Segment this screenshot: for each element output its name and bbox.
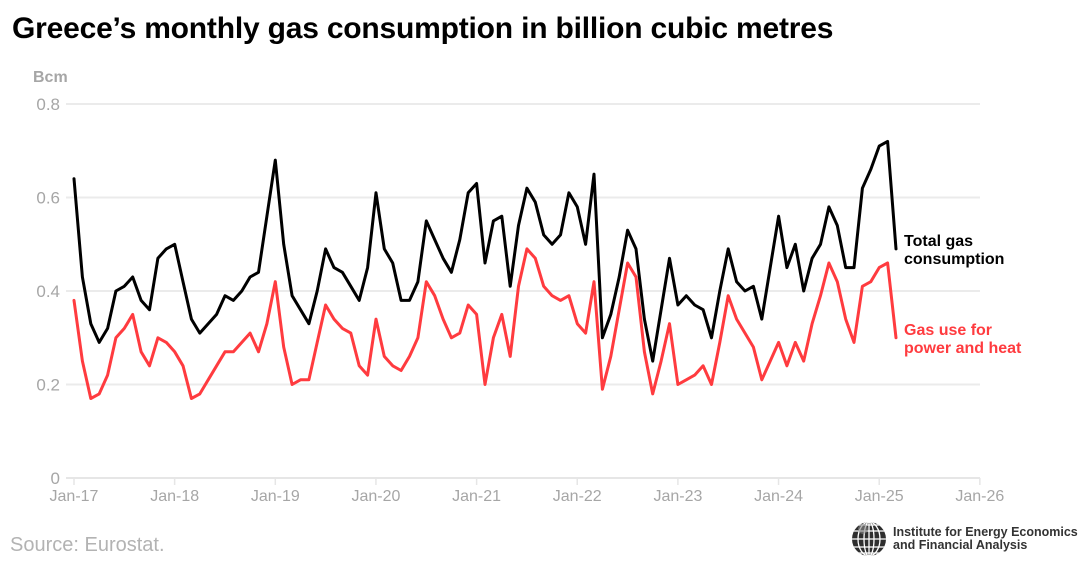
source-note: Source: Eurostat.: [10, 534, 165, 556]
x-axis: Jan-17 Jan-18 Jan-19 Jan-20 Jan-21 Jan-22 Jan-…: [50, 477, 1004, 505]
series-lines: [72, 139, 898, 400]
x-tick-label: Jan-21: [452, 488, 501, 505]
y-tick-label: 0: [51, 469, 60, 488]
x-tick-label: Jan-17: [50, 488, 99, 505]
x-tick-label: Jan-24: [754, 488, 803, 505]
y-tick-label: 0.4: [36, 282, 60, 301]
gridlines: [66, 103, 980, 386]
x-tick-label: Jan-26: [955, 488, 1004, 505]
y-axis-ticks: 0 0.2 0.4 0.6 0.8: [36, 95, 60, 488]
legend-label: Gas use for: [904, 322, 992, 339]
x-tick-label: Jan-23: [653, 488, 702, 505]
x-tick-label: Jan-18: [150, 488, 199, 505]
y-tick-label: 0.2: [36, 376, 60, 395]
x-tick-label: Jan-20: [351, 488, 400, 505]
x-tick-label: Jan-25: [855, 488, 904, 505]
chart-title: Greece’s monthly gas consumption in bill…: [12, 12, 834, 45]
logo-line-2: and Financial Analysis: [893, 538, 1028, 552]
y-tick-label: 0.8: [36, 95, 60, 114]
x-tick-label: Jan-19: [251, 488, 300, 505]
logo-line-1: Institute for Energy Economics: [893, 525, 1078, 539]
legend-label: Total gas: [904, 233, 973, 250]
y-axis-unit-label: Bcm: [33, 69, 68, 86]
series-line-total-gas-consumption: [72, 139, 898, 363]
iefa-logo: Institute for Energy Economics and Finan…: [850, 520, 1078, 558]
x-tick-label: Jan-22: [553, 488, 602, 505]
y-tick-label: 0.6: [36, 189, 60, 208]
legend-label: power and heat: [904, 340, 1022, 357]
globe-icon: [852, 522, 886, 556]
series-line-gas-use-for-power-and-heat: [72, 247, 898, 400]
legend-label: consumption: [904, 251, 1004, 268]
